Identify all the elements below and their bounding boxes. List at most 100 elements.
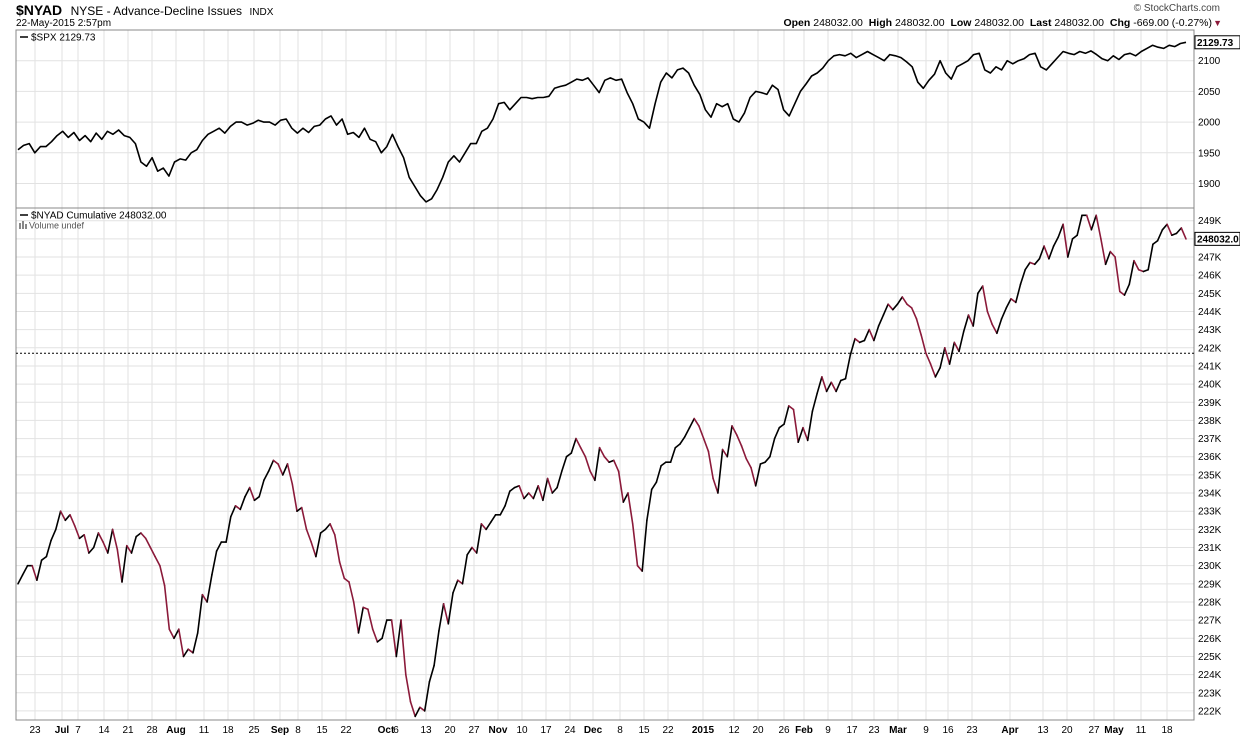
nyad-segment <box>773 426 781 440</box>
y-tick-label: 231K <box>1198 543 1222 554</box>
nyad-segment <box>627 492 634 525</box>
nyad-segment <box>438 602 445 632</box>
nyad-segment <box>915 317 923 336</box>
nyad-segment <box>1114 256 1121 293</box>
nyad-segment <box>650 481 658 491</box>
nyad-segment <box>178 628 185 658</box>
low-value: 248032.00 <box>974 17 1025 29</box>
nyad-segment <box>499 504 506 516</box>
nyad-segment <box>939 346 946 369</box>
nyad-segment <box>608 459 615 464</box>
ohlc-readout: Open 248032.00 High 248032.00 Low 248032… <box>783 17 1212 29</box>
volume-icon <box>25 224 27 229</box>
y-tick-label: 234K <box>1198 489 1222 500</box>
panel-spx: 1900 1950 2000 2050 2100 $SPX 2129.73 2129.73 <box>15 29 1240 209</box>
nyad-segment <box>1152 239 1159 246</box>
y-tick-label: 2000 <box>1198 118 1221 129</box>
nyad-segment <box>348 581 355 603</box>
nyad-segment <box>461 553 469 585</box>
x-tick-label: 26 <box>778 725 790 736</box>
nyad-segment <box>159 564 166 587</box>
nyad-segment <box>1048 245 1055 260</box>
volume-icon <box>22 221 24 229</box>
nyad-segment <box>428 664 435 683</box>
y-tick-label: 2100 <box>1198 56 1221 67</box>
nyad-segment <box>466 546 473 556</box>
nyad-segment <box>253 495 261 502</box>
nyad-segment <box>769 437 776 458</box>
nyad-segment <box>78 533 85 540</box>
open-value: 248032.00 <box>813 17 863 29</box>
nyad-segment <box>1119 290 1126 296</box>
nyad-segment <box>73 524 81 540</box>
x-tick-label: 28 <box>146 725 158 736</box>
nyad-segment <box>1000 307 1008 320</box>
nyad-segment <box>537 484 544 502</box>
last-value-label: 248032.0 <box>1197 235 1239 246</box>
nyad-segment <box>130 535 137 554</box>
nyad-segment <box>991 323 998 335</box>
nyad-segment <box>338 561 346 580</box>
nyad-segment <box>556 470 563 489</box>
nyad-segment <box>508 486 516 493</box>
nyad-segment <box>1024 261 1031 271</box>
x-tick-label: Nov <box>489 725 508 736</box>
y-tick-label: 240K <box>1198 380 1222 391</box>
high-value: 248032.00 <box>894 17 945 29</box>
nyad-segment <box>144 537 152 549</box>
last-label: Last <box>1029 17 1052 29</box>
nyad-segment <box>1033 257 1041 266</box>
nyad-segment <box>310 541 317 558</box>
nyad-segment <box>173 628 180 640</box>
nyad-segment <box>296 506 303 513</box>
nyad-segment <box>409 700 417 718</box>
chg-value: -669.00 (-0.27%) <box>1133 17 1212 29</box>
nyad-segment <box>839 377 847 382</box>
y-tick-label: 222K <box>1198 706 1222 717</box>
x-tick-label: 18 <box>222 725 234 736</box>
legend-label: $SPX 2129.73 <box>31 33 96 44</box>
y-tick-label: 229K <box>1198 579 1222 590</box>
nyad-segment <box>1133 259 1140 271</box>
x-tick-label: 8 <box>617 725 623 736</box>
nyad-segment <box>21 564 29 576</box>
nyad-segment <box>655 464 662 484</box>
volume-label: Volume undef <box>29 221 85 231</box>
y-tick-label: 238K <box>1198 416 1222 427</box>
nyad-segment <box>149 546 156 558</box>
nyad-segment <box>873 325 880 342</box>
nyad-segment <box>343 577 350 583</box>
nyad-segment <box>598 446 606 458</box>
x-tick-label: 15 <box>638 725 650 736</box>
nyad-segment <box>168 628 175 640</box>
nyad-segment <box>485 521 492 531</box>
nyad-segment <box>996 317 1003 335</box>
nyad-segment <box>565 452 573 458</box>
y-tick-label: 1900 <box>1198 179 1221 190</box>
nyad-segment <box>196 593 204 634</box>
y-tick-label: 225K <box>1198 652 1222 663</box>
nyad-segment <box>1052 236 1060 247</box>
exchange-label: INDX <box>249 7 274 18</box>
nyad-segment <box>281 463 289 476</box>
nyad-segment <box>797 426 804 444</box>
open-label: Open <box>783 17 811 29</box>
nyad-segment <box>698 425 705 440</box>
y-tick-label: 223K <box>1198 688 1222 699</box>
nyad-segment <box>858 339 866 344</box>
panel-nyad: 222K 223K 224K 225K 226K 227K 228K 229K 230K 231K… <box>15 207 1240 721</box>
x-tick-label: 15 <box>316 725 328 736</box>
nyad-segment <box>206 573 213 603</box>
x-tick-label: 20 <box>752 725 764 736</box>
nyad-segment <box>1109 250 1116 258</box>
nyad-segment <box>735 434 743 447</box>
nyad-segment <box>891 303 899 311</box>
nyad-segment <box>1071 234 1078 240</box>
down-arrow-icon: ▼ <box>1213 18 1222 28</box>
nyad-segment <box>362 606 369 611</box>
nyad-segment <box>187 648 194 654</box>
nyad-segment <box>163 584 171 631</box>
x-tick-label: Apr <box>1001 725 1018 736</box>
